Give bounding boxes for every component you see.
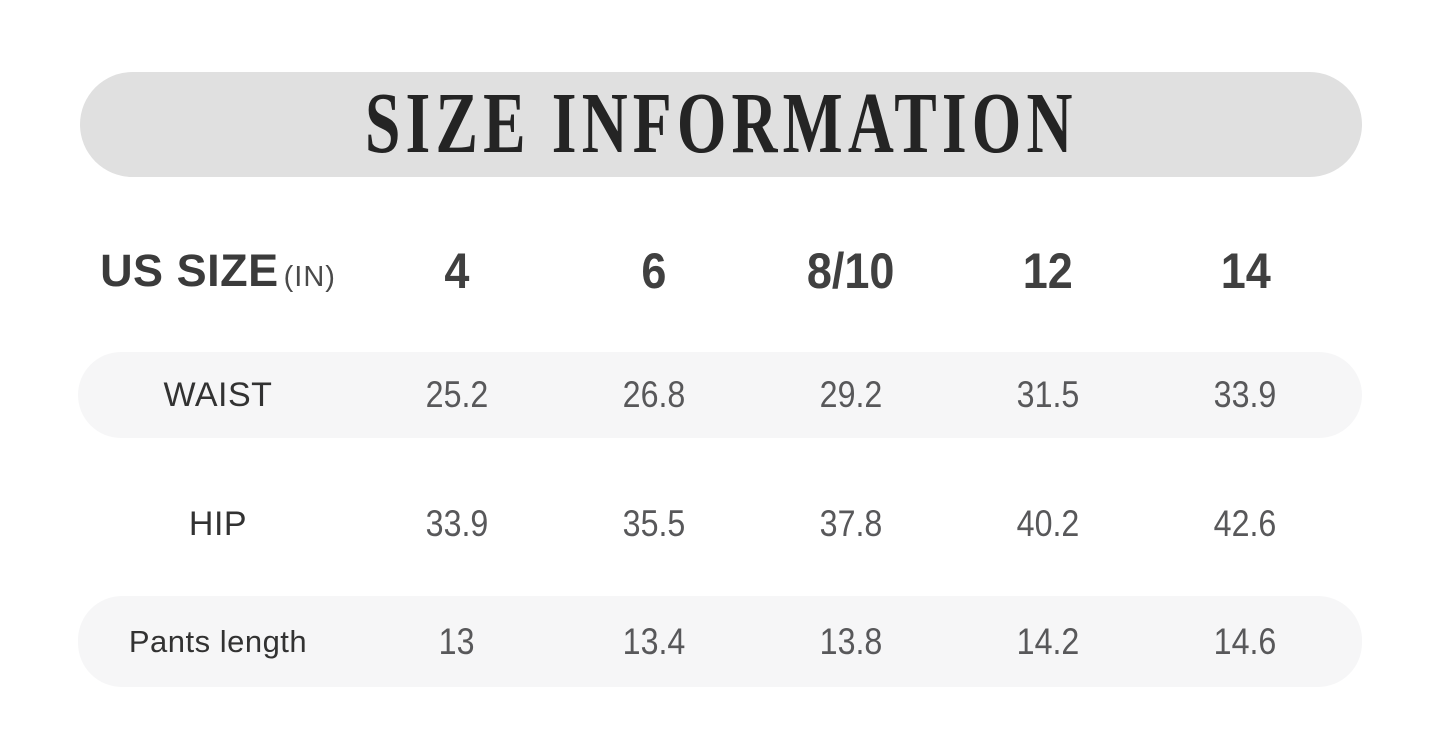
row-label-cell: HIP [78,505,358,544]
waist-value-cell: 31.5 [1016,374,1080,415]
hip-value-cell: 42.6 [1214,503,1277,544]
row-label: Pants length [128,623,308,659]
pants-length-value-cell: 13 [438,620,475,662]
row-label: HIP [188,504,248,543]
table-row-hip: HIP 33.9 35.5 37.8 40.2 42.6 [78,481,1362,567]
hip-value-cell: 33.9 [425,503,488,544]
title-banner: SIZE INFORMATION [80,72,1362,177]
row-label: WAIST [163,375,273,414]
unit-label: (IN) [283,261,336,293]
us-size-label: US SIZE [100,245,279,296]
waist-value-cell: 26.8 [622,374,686,415]
column-header-size-4: 4 [444,243,470,299]
header-label-cell: US SIZE (IN) [78,245,358,297]
pants-length-value-cell: 14.6 [1214,620,1277,662]
page-title: SIZE INFORMATION [364,75,1078,173]
waist-value-cell: 25.2 [425,374,488,415]
pants-length-value-cell: 13.4 [622,620,686,662]
table-row-waist: WAIST 25.2 26.8 29.2 31.5 33.9 [78,352,1362,438]
column-header-size-12: 12 [1023,243,1074,299]
pants-length-value-cell: 14.2 [1016,620,1080,662]
column-header-size-6: 6 [641,243,667,299]
waist-value-cell: 33.9 [1214,374,1277,415]
table-header-row: US SIZE (IN) 4 6 8/10 12 14 [78,225,1362,317]
row-label-cell: Pants length [78,624,358,660]
row-label-cell: WAIST [78,376,358,415]
column-header-size-14: 14 [1220,243,1271,299]
pants-length-value-cell: 13.8 [819,620,883,662]
hip-value-cell: 35.5 [622,503,686,544]
column-header-size-8-10: 8/10 [807,243,895,299]
table-row-pants-length: Pants length 13 13.4 13.8 14.2 14.6 [78,596,1362,687]
hip-value-cell: 37.8 [819,503,883,544]
hip-value-cell: 40.2 [1016,503,1080,544]
waist-value-cell: 29.2 [819,374,883,415]
